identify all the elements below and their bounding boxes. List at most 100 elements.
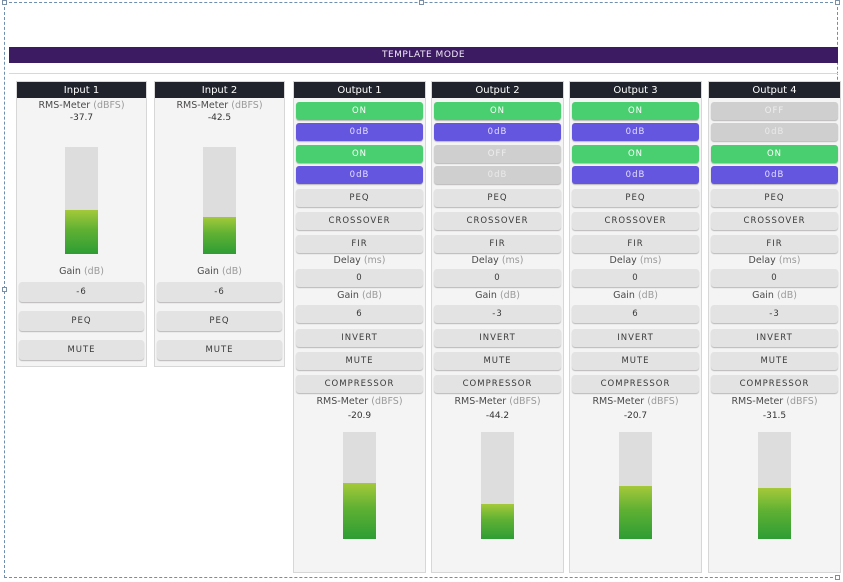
gain-input[interactable]: -3 bbox=[434, 305, 561, 323]
output-level-button-2[interactable]: 0dB bbox=[434, 166, 561, 184]
output-level-button[interactable]: 0dB bbox=[711, 123, 838, 141]
delay-label-text: Delay bbox=[748, 255, 776, 266]
output-level-button[interactable]: 0dB bbox=[572, 123, 699, 141]
meter-label-text: RMS-Meter bbox=[592, 396, 645, 407]
resize-handle[interactable] bbox=[2, 0, 7, 5]
resize-handle[interactable] bbox=[2, 287, 7, 292]
rms-meter bbox=[343, 432, 376, 539]
output-level-button-2[interactable]: 0dB bbox=[296, 166, 423, 184]
channel-title: Input 1 bbox=[17, 82, 146, 98]
template-mode-banner: TEMPLATE MODE bbox=[9, 47, 838, 63]
output-enable-toggle[interactable]: ON bbox=[572, 102, 699, 120]
delay-label-text: Delay bbox=[333, 255, 361, 266]
meter-label-text: RMS-Meter bbox=[316, 396, 369, 407]
invert-button[interactable]: INVERT bbox=[434, 329, 561, 347]
fir-button[interactable]: FIR bbox=[434, 235, 561, 253]
delay-input[interactable]: 0 bbox=[296, 269, 423, 287]
delay-label: Delay (ms) bbox=[432, 255, 563, 267]
delay-label-text: Delay bbox=[609, 255, 637, 266]
gain-input[interactable]: -6 bbox=[157, 282, 282, 302]
gain-label-text: Gain bbox=[752, 290, 774, 301]
compressor-button[interactable]: COMPRESSOR bbox=[434, 375, 561, 393]
gain-label: Gain (dB) bbox=[570, 290, 701, 302]
channel-title: Output 4 bbox=[709, 82, 840, 98]
channel-title: Input 2 bbox=[155, 82, 284, 98]
meter-label: RMS-Meter (dBFS) bbox=[709, 396, 840, 408]
meter-label-text: RMS-Meter bbox=[176, 100, 229, 111]
gain-label: Gain (dB) bbox=[709, 290, 840, 302]
invert-button[interactable]: INVERT bbox=[572, 329, 699, 347]
compressor-button[interactable]: COMPRESSOR bbox=[296, 375, 423, 393]
gain-input[interactable]: -6 bbox=[19, 282, 144, 302]
fir-button[interactable]: FIR bbox=[296, 235, 423, 253]
meter-level bbox=[343, 483, 376, 539]
input-channel-1: Input 1 RMS-Meter (dBFS) -37.7 Gain (dB)… bbox=[16, 81, 147, 367]
meter-value: -31.5 bbox=[762, 411, 787, 421]
resize-handle[interactable] bbox=[835, 0, 840, 5]
peq-button[interactable]: PEQ bbox=[711, 189, 838, 207]
output-enable-toggle-2[interactable]: ON bbox=[711, 145, 838, 163]
compressor-button[interactable]: COMPRESSOR bbox=[572, 375, 699, 393]
peq-button[interactable]: PEQ bbox=[572, 189, 699, 207]
invert-button[interactable]: INVERT bbox=[711, 329, 838, 347]
invert-button[interactable]: INVERT bbox=[296, 329, 423, 347]
channel-title: Output 2 bbox=[432, 82, 563, 98]
mute-button[interactable]: MUTE bbox=[157, 340, 282, 360]
mute-button[interactable]: MUTE bbox=[711, 352, 838, 370]
output-level-button-2[interactable]: 0dB bbox=[711, 166, 838, 184]
delay-unit: (ms) bbox=[501, 255, 524, 266]
output-enable-toggle[interactable]: ON bbox=[434, 102, 561, 120]
meter-value: -20.7 bbox=[623, 411, 648, 421]
meter-unit: (dBFS) bbox=[231, 100, 263, 111]
crossover-button[interactable]: CROSSOVER bbox=[296, 212, 423, 230]
gain-input[interactable]: 6 bbox=[572, 305, 699, 323]
rms-meter bbox=[619, 432, 652, 539]
meter-label: RMS-Meter (dBFS) bbox=[155, 100, 284, 112]
meter-label: RMS-Meter (dBFS) bbox=[432, 396, 563, 408]
meter-value: -20.9 bbox=[347, 411, 372, 421]
output-channel-3: Output 3 ON 0dB ON 0dB PEQ CROSSOVER FIR… bbox=[569, 81, 702, 573]
output-enable-toggle[interactable]: OFF bbox=[711, 102, 838, 120]
compressor-button[interactable]: COMPRESSOR bbox=[711, 375, 838, 393]
delay-input[interactable]: 0 bbox=[434, 269, 561, 287]
gain-input[interactable]: -3 bbox=[711, 305, 838, 323]
meter-unit: (dBFS) bbox=[509, 396, 541, 407]
mute-button[interactable]: MUTE bbox=[434, 352, 561, 370]
mute-button[interactable]: MUTE bbox=[572, 352, 699, 370]
divider bbox=[9, 73, 838, 74]
gain-unit: (dB) bbox=[221, 266, 242, 277]
peq-button[interactable]: PEQ bbox=[157, 311, 282, 331]
resize-handle[interactable] bbox=[419, 0, 424, 5]
peq-button[interactable]: PEQ bbox=[19, 311, 144, 331]
output-enable-toggle[interactable]: ON bbox=[296, 102, 423, 120]
output-channel-4: Output 4 OFF 0dB ON 0dB PEQ CROSSOVER FI… bbox=[708, 81, 841, 573]
rms-meter bbox=[65, 147, 98, 254]
delay-input[interactable]: 0 bbox=[572, 269, 699, 287]
mute-button[interactable]: MUTE bbox=[296, 352, 423, 370]
delay-input[interactable]: 0 bbox=[711, 269, 838, 287]
meter-level bbox=[758, 487, 791, 539]
output-enable-toggle-2[interactable]: ON bbox=[296, 145, 423, 163]
resize-handle[interactable] bbox=[835, 575, 840, 580]
mute-button[interactable]: MUTE bbox=[19, 340, 144, 360]
output-enable-toggle-2[interactable]: ON bbox=[572, 145, 699, 163]
crossover-button[interactable]: CROSSOVER bbox=[711, 212, 838, 230]
fir-button[interactable]: FIR bbox=[572, 235, 699, 253]
gain-input[interactable]: 6 bbox=[296, 305, 423, 323]
fir-button[interactable]: FIR bbox=[711, 235, 838, 253]
output-enable-toggle-2[interactable]: OFF bbox=[434, 145, 561, 163]
output-level-button[interactable]: 0dB bbox=[296, 123, 423, 141]
peq-button[interactable]: PEQ bbox=[296, 189, 423, 207]
meter-label-text: RMS-Meter bbox=[731, 396, 784, 407]
meter-label: RMS-Meter (dBFS) bbox=[17, 100, 146, 112]
meter-level bbox=[65, 210, 98, 254]
peq-button[interactable]: PEQ bbox=[434, 189, 561, 207]
meter-label: RMS-Meter (dBFS) bbox=[294, 396, 425, 408]
crossover-button[interactable]: CROSSOVER bbox=[434, 212, 561, 230]
meter-unit: (dBFS) bbox=[93, 100, 125, 111]
output-level-button-2[interactable]: 0dB bbox=[572, 166, 699, 184]
output-level-button[interactable]: 0dB bbox=[434, 123, 561, 141]
meter-value: -37.7 bbox=[69, 113, 94, 123]
crossover-button[interactable]: CROSSOVER bbox=[572, 212, 699, 230]
gain-label: Gain (dB) bbox=[155, 266, 284, 278]
